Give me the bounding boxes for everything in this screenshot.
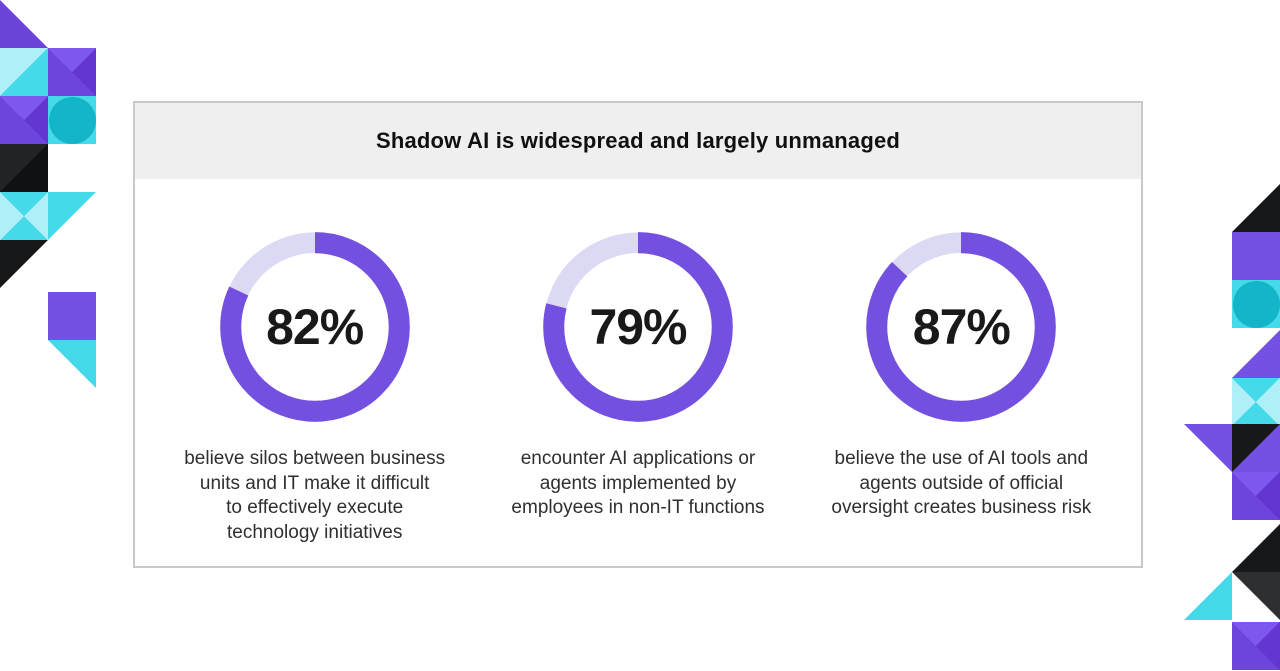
decor-triangle-black [1232,184,1280,232]
decor-triangle-black [1232,524,1280,572]
percent-label: 79% [589,299,687,355]
donut-value-arc [219,232,410,422]
donut-value-arc [543,232,733,422]
stat-column-business-risk: 87% believe the use of AI tools and agen… [800,179,1123,545]
percent-label: 87% [912,299,1011,355]
decor-triangle-purple [0,0,48,48]
teal-dot [1232,280,1280,328]
teal-dot [48,96,96,144]
percent-label: 82% [266,299,364,355]
decor-circle-teal [1232,280,1280,328]
decor-black-purple-diagonal [1232,424,1280,472]
stat-caption: encounter AI applications or agents impl… [511,448,765,518]
decor-square-black [0,144,48,192]
decor-triangle-purple [1184,424,1232,472]
decor-square-purple [1232,232,1280,280]
stat-caption: believe silos between business units and… [184,448,446,543]
donut-svg [866,232,1057,422]
decor-circle-teal [48,96,96,144]
decor-envelope-cyan [0,192,48,240]
donut-svg [543,232,733,422]
decor-envelope-purple [0,96,48,144]
decor-triangle-cyan [1184,572,1232,620]
card-header: Shadow AI is widespread and largely unma… [135,103,1141,179]
stats-card: Shadow AI is widespread and largely unma… [133,101,1143,568]
decor-envelope-purple [1232,472,1280,520]
decor-square-purple [48,292,96,340]
donut-chart-79: 79% [540,229,736,425]
card-body: 82% believe silos between business units… [135,179,1141,545]
donut-chart-82: 82% [217,229,413,425]
stat-column-shadow-apps: 79% encounter AI applications or agents … [476,179,799,545]
donut-value-arc [866,232,1057,422]
decor-envelope-purple [1232,622,1280,670]
decor-envelope-purple [48,48,96,96]
decor-triangle-gray [1232,572,1280,620]
decor-diagonal-cyan [0,48,48,96]
donut-svg [219,232,410,422]
stat-column-silos: 82% believe silos between business units… [153,179,476,545]
decor-triangle-cyan [48,340,96,388]
decor-triangle-black [0,240,48,288]
decor-triangle-cyan [48,192,96,240]
decor-triangle-purple [1232,330,1280,378]
card-title: Shadow AI is widespread and largely unma… [375,128,901,153]
donut-chart-87: 87% [863,229,1059,425]
decor-envelope-cyan [1232,378,1280,426]
stat-caption: believe the use of AI tools and agents o… [831,448,1092,518]
